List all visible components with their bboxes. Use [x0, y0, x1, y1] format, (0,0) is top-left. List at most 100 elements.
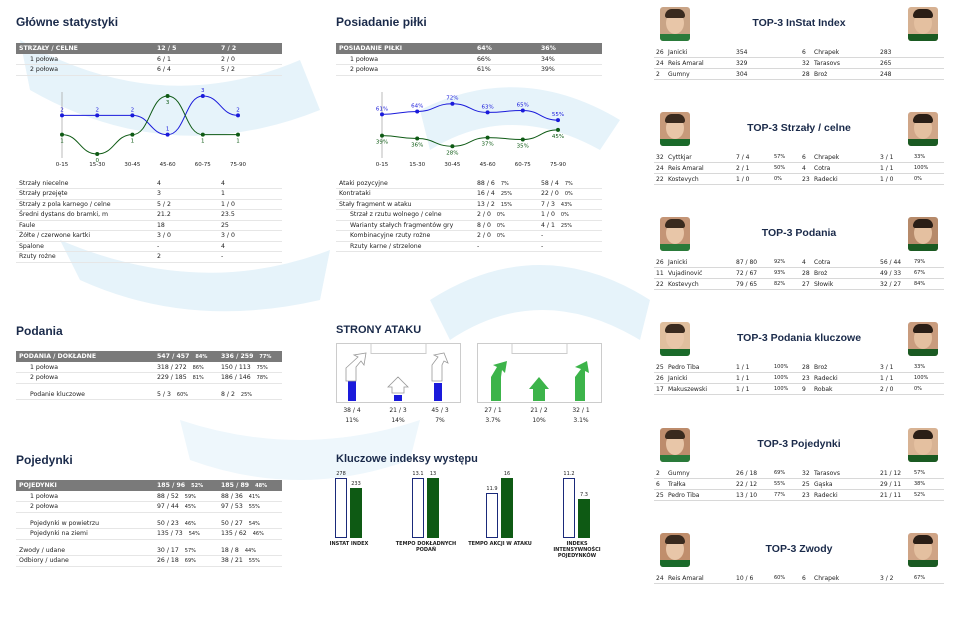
data-point — [450, 144, 455, 149]
data-label: 45% — [552, 134, 564, 140]
key-index-bars: 13.1 13 — [412, 471, 442, 538]
player-photo-right — [908, 112, 938, 146]
attack-sides-pitch-right — [477, 343, 602, 403]
top3-row: 26 Janicki 1 / 1 100% 23 Radecki 1 / 1 100% — [654, 373, 944, 384]
data-point — [95, 152, 100, 156]
stat-row: Pojedynki w powietrzu 50 / 23 46% 50 / 27 54… — [16, 518, 282, 529]
attack-side-value: 21 / 3 — [389, 407, 407, 414]
top3-row: 24 Reis Amaral 329 32 Tarasovs 265 — [654, 58, 944, 69]
player-photo-left — [660, 428, 690, 462]
data-point — [450, 101, 455, 106]
key-index-bar-home — [335, 478, 347, 538]
data-point — [556, 127, 560, 132]
data-point — [95, 113, 100, 118]
duels-title: Pojedynki — [16, 453, 73, 467]
data-point — [415, 136, 420, 141]
key-index-label: TEMPO DOKŁADNYCH PODAŃ — [395, 541, 457, 553]
data-label: 3 — [166, 100, 170, 106]
data-point — [485, 110, 490, 115]
attack-side-pct: 14% — [391, 417, 405, 424]
data-label: 2 — [236, 107, 240, 113]
data-label: 35% — [517, 144, 529, 150]
possession-table: POSIADANIE PIŁKI 64% 36% 1 połowa 66% 34% 2 … — [336, 43, 602, 76]
data-label: 1 — [201, 139, 205, 145]
player-photo-left — [660, 533, 690, 567]
data-point — [60, 113, 64, 118]
tick-label: 75-90 — [230, 162, 246, 168]
stat-row: Zwody / udane 30 / 17 57% 18 / 8 44% — [16, 545, 282, 556]
key-index-value-home: 11.9 — [486, 486, 498, 493]
stat-row: Rzuty karne / strzelone - - — [336, 241, 602, 252]
attack-side-pct: 10% — [532, 417, 546, 424]
stat-row: 2 połowa 97 / 44 45% 97 / 53 55% — [16, 501, 282, 513]
data-label: 64% — [411, 103, 423, 109]
data-label: 61% — [376, 106, 388, 112]
possession-title: Posiadanie piłki — [336, 15, 427, 29]
top3-title: TOP-3 Pojedynki — [757, 438, 841, 450]
attack-side-value: 38 / 4 — [343, 407, 361, 414]
data-label: 65% — [517, 103, 529, 109]
stat-row: Odbiory / udane 26 / 18 69% 38 / 21 55% — [16, 555, 282, 567]
data-point — [520, 137, 525, 142]
tick-label: 60-75 — [195, 162, 211, 168]
stat-row: Stały fragment w ataku 13 / 2 15% 7 / 3 43% — [336, 199, 602, 210]
data-point — [200, 94, 205, 98]
data-label: 1 — [236, 139, 240, 145]
data-point — [165, 94, 170, 98]
key-index-value-home: 13.1 — [412, 471, 424, 477]
attack-side-pct: 7% — [435, 417, 445, 424]
player-photo-right — [908, 217, 938, 251]
player-photo-right — [908, 7, 938, 41]
player-photo-right — [908, 533, 938, 567]
tick-label: 30-45 — [444, 162, 460, 168]
key-index-label: INDEKS INTENSYWNOŚCI POJEDYNKÓW — [553, 541, 601, 559]
tick-label: 0-15 — [376, 162, 389, 168]
attack-sides-title: STRONY ATAKU — [336, 324, 422, 336]
data-point — [485, 135, 490, 140]
stat-row: Spalone -4 — [16, 241, 282, 252]
top3-row: 24 Reis Amaral 10 / 6 60% 6 Chrapek 3 / 2 67% — [654, 573, 944, 584]
tick-label: 15-30 — [409, 162, 425, 168]
possession-timeline-chart: 61% 64% 72% 63% 65% 55% 39% 36% 28% 37% 35% 45% 0-15… — [376, 92, 566, 168]
key-index-bar-home — [412, 478, 424, 538]
tick-label: 0-15 — [56, 162, 69, 168]
data-label: 39% — [376, 140, 388, 146]
top3-title: TOP-3 Podania kluczowe — [736, 332, 862, 344]
data-label: 2 — [60, 107, 64, 113]
player-photo-right — [908, 322, 938, 356]
data-point — [200, 132, 205, 137]
data-label: 63% — [481, 104, 493, 110]
top3-title: TOP-3 Strzały / celne — [747, 122, 851, 134]
player-photo-left — [660, 112, 690, 146]
key-index-value-away: 13 — [429, 471, 437, 478]
key-index-value-home: 278 — [336, 471, 346, 477]
attack-side-value: 45 / 3 — [431, 407, 449, 414]
attack-side-pct: 11% — [345, 417, 359, 424]
main-stats-title: Główne statystyki — [16, 15, 119, 29]
duels-table: POJEDYNKI 185 / 96 52% 185 / 89 48% 1 połowa 8… — [16, 480, 282, 567]
top3-row: 6 Trałka 22 / 12 55% 25 Gąska 29 / 11 38% — [654, 479, 944, 490]
stat-row: Ataki pozycyjne 88 / 6 7% 58 / 4 7% — [336, 178, 602, 189]
series-line — [62, 95, 239, 136]
key-index-value-away: 16 — [503, 471, 511, 477]
key-index-label: INSTAT INDEX — [329, 541, 369, 547]
data-point — [60, 132, 64, 137]
stat-row: Rzuty rożne 2- — [16, 251, 282, 263]
key-index-bars: 11.2 7.3 — [563, 471, 593, 538]
data-label: 3 — [201, 88, 205, 94]
top3-row: 25 Pedro Tiba 1 / 1 100% 28 Broż 3 / 1 33% — [654, 362, 944, 373]
player-photo-left — [660, 7, 690, 41]
data-point — [380, 112, 384, 117]
player-photo-left — [660, 217, 690, 251]
player-photo-right — [908, 428, 938, 462]
top3-panel: TOP-3 Strzały / celne 32 Cyttkjar 7 / 4 57% 6… — [654, 112, 944, 212]
data-point — [165, 132, 170, 137]
data-label: 2 — [131, 107, 135, 113]
key-index-bar-away — [578, 498, 590, 538]
key-index-label: TEMPO AKCJI W ATAKU — [468, 541, 532, 547]
key-index-bar-away — [501, 478, 513, 538]
data-label: 36% — [411, 143, 423, 149]
stat-row: Strzał z rzutu wolnego / celne 2 / 0 0% 1 /… — [336, 209, 602, 221]
